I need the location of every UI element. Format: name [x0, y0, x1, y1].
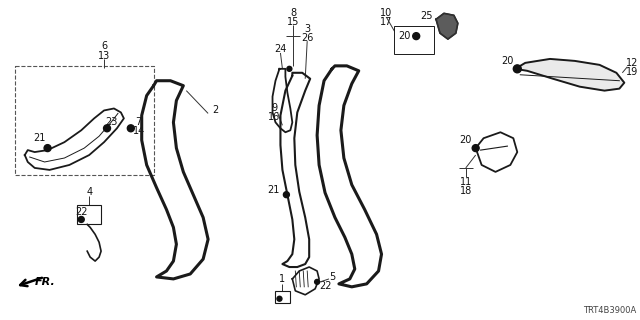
- Text: 3: 3: [304, 24, 310, 34]
- Circle shape: [287, 66, 292, 71]
- Text: 10: 10: [380, 8, 392, 18]
- Circle shape: [78, 217, 84, 222]
- Text: 20: 20: [398, 31, 410, 41]
- Text: 12: 12: [626, 58, 639, 68]
- Bar: [394, 26, 434, 54]
- Text: 22: 22: [319, 281, 332, 291]
- Bar: [275, 291, 291, 303]
- Text: 20: 20: [501, 56, 513, 66]
- Text: 5: 5: [329, 272, 335, 282]
- Text: 8: 8: [291, 8, 296, 18]
- Text: 21: 21: [268, 185, 280, 195]
- Circle shape: [472, 145, 479, 152]
- Bar: [77, 204, 101, 224]
- Text: 23: 23: [105, 117, 117, 127]
- Circle shape: [315, 279, 319, 284]
- Text: 18: 18: [460, 186, 472, 196]
- Text: 6: 6: [101, 41, 107, 51]
- Text: 11: 11: [460, 177, 472, 187]
- Text: 13: 13: [98, 51, 110, 61]
- Circle shape: [44, 145, 51, 152]
- Text: 20: 20: [460, 135, 472, 145]
- Bar: [15, 66, 154, 175]
- Text: 22: 22: [75, 206, 88, 217]
- Text: 1: 1: [280, 274, 285, 284]
- Circle shape: [104, 125, 111, 132]
- Text: 15: 15: [287, 17, 300, 27]
- Polygon shape: [515, 59, 624, 91]
- Text: 4: 4: [86, 187, 92, 197]
- Circle shape: [284, 192, 289, 198]
- Text: 25: 25: [420, 11, 433, 21]
- Text: 26: 26: [301, 33, 314, 43]
- Circle shape: [277, 296, 282, 301]
- Text: 24: 24: [275, 44, 287, 54]
- Text: 16: 16: [268, 112, 280, 122]
- Text: 7: 7: [136, 117, 142, 127]
- Text: 9: 9: [271, 103, 278, 114]
- Text: 14: 14: [132, 126, 145, 136]
- Text: FR.: FR.: [35, 277, 56, 287]
- Text: TRT4B3900A: TRT4B3900A: [583, 306, 636, 315]
- Text: 19: 19: [626, 67, 638, 77]
- Circle shape: [413, 33, 420, 40]
- Text: 2: 2: [212, 106, 218, 116]
- Text: 21: 21: [33, 133, 46, 143]
- Circle shape: [513, 65, 521, 73]
- Polygon shape: [436, 13, 458, 39]
- Text: 17: 17: [380, 17, 393, 27]
- Circle shape: [127, 125, 134, 132]
